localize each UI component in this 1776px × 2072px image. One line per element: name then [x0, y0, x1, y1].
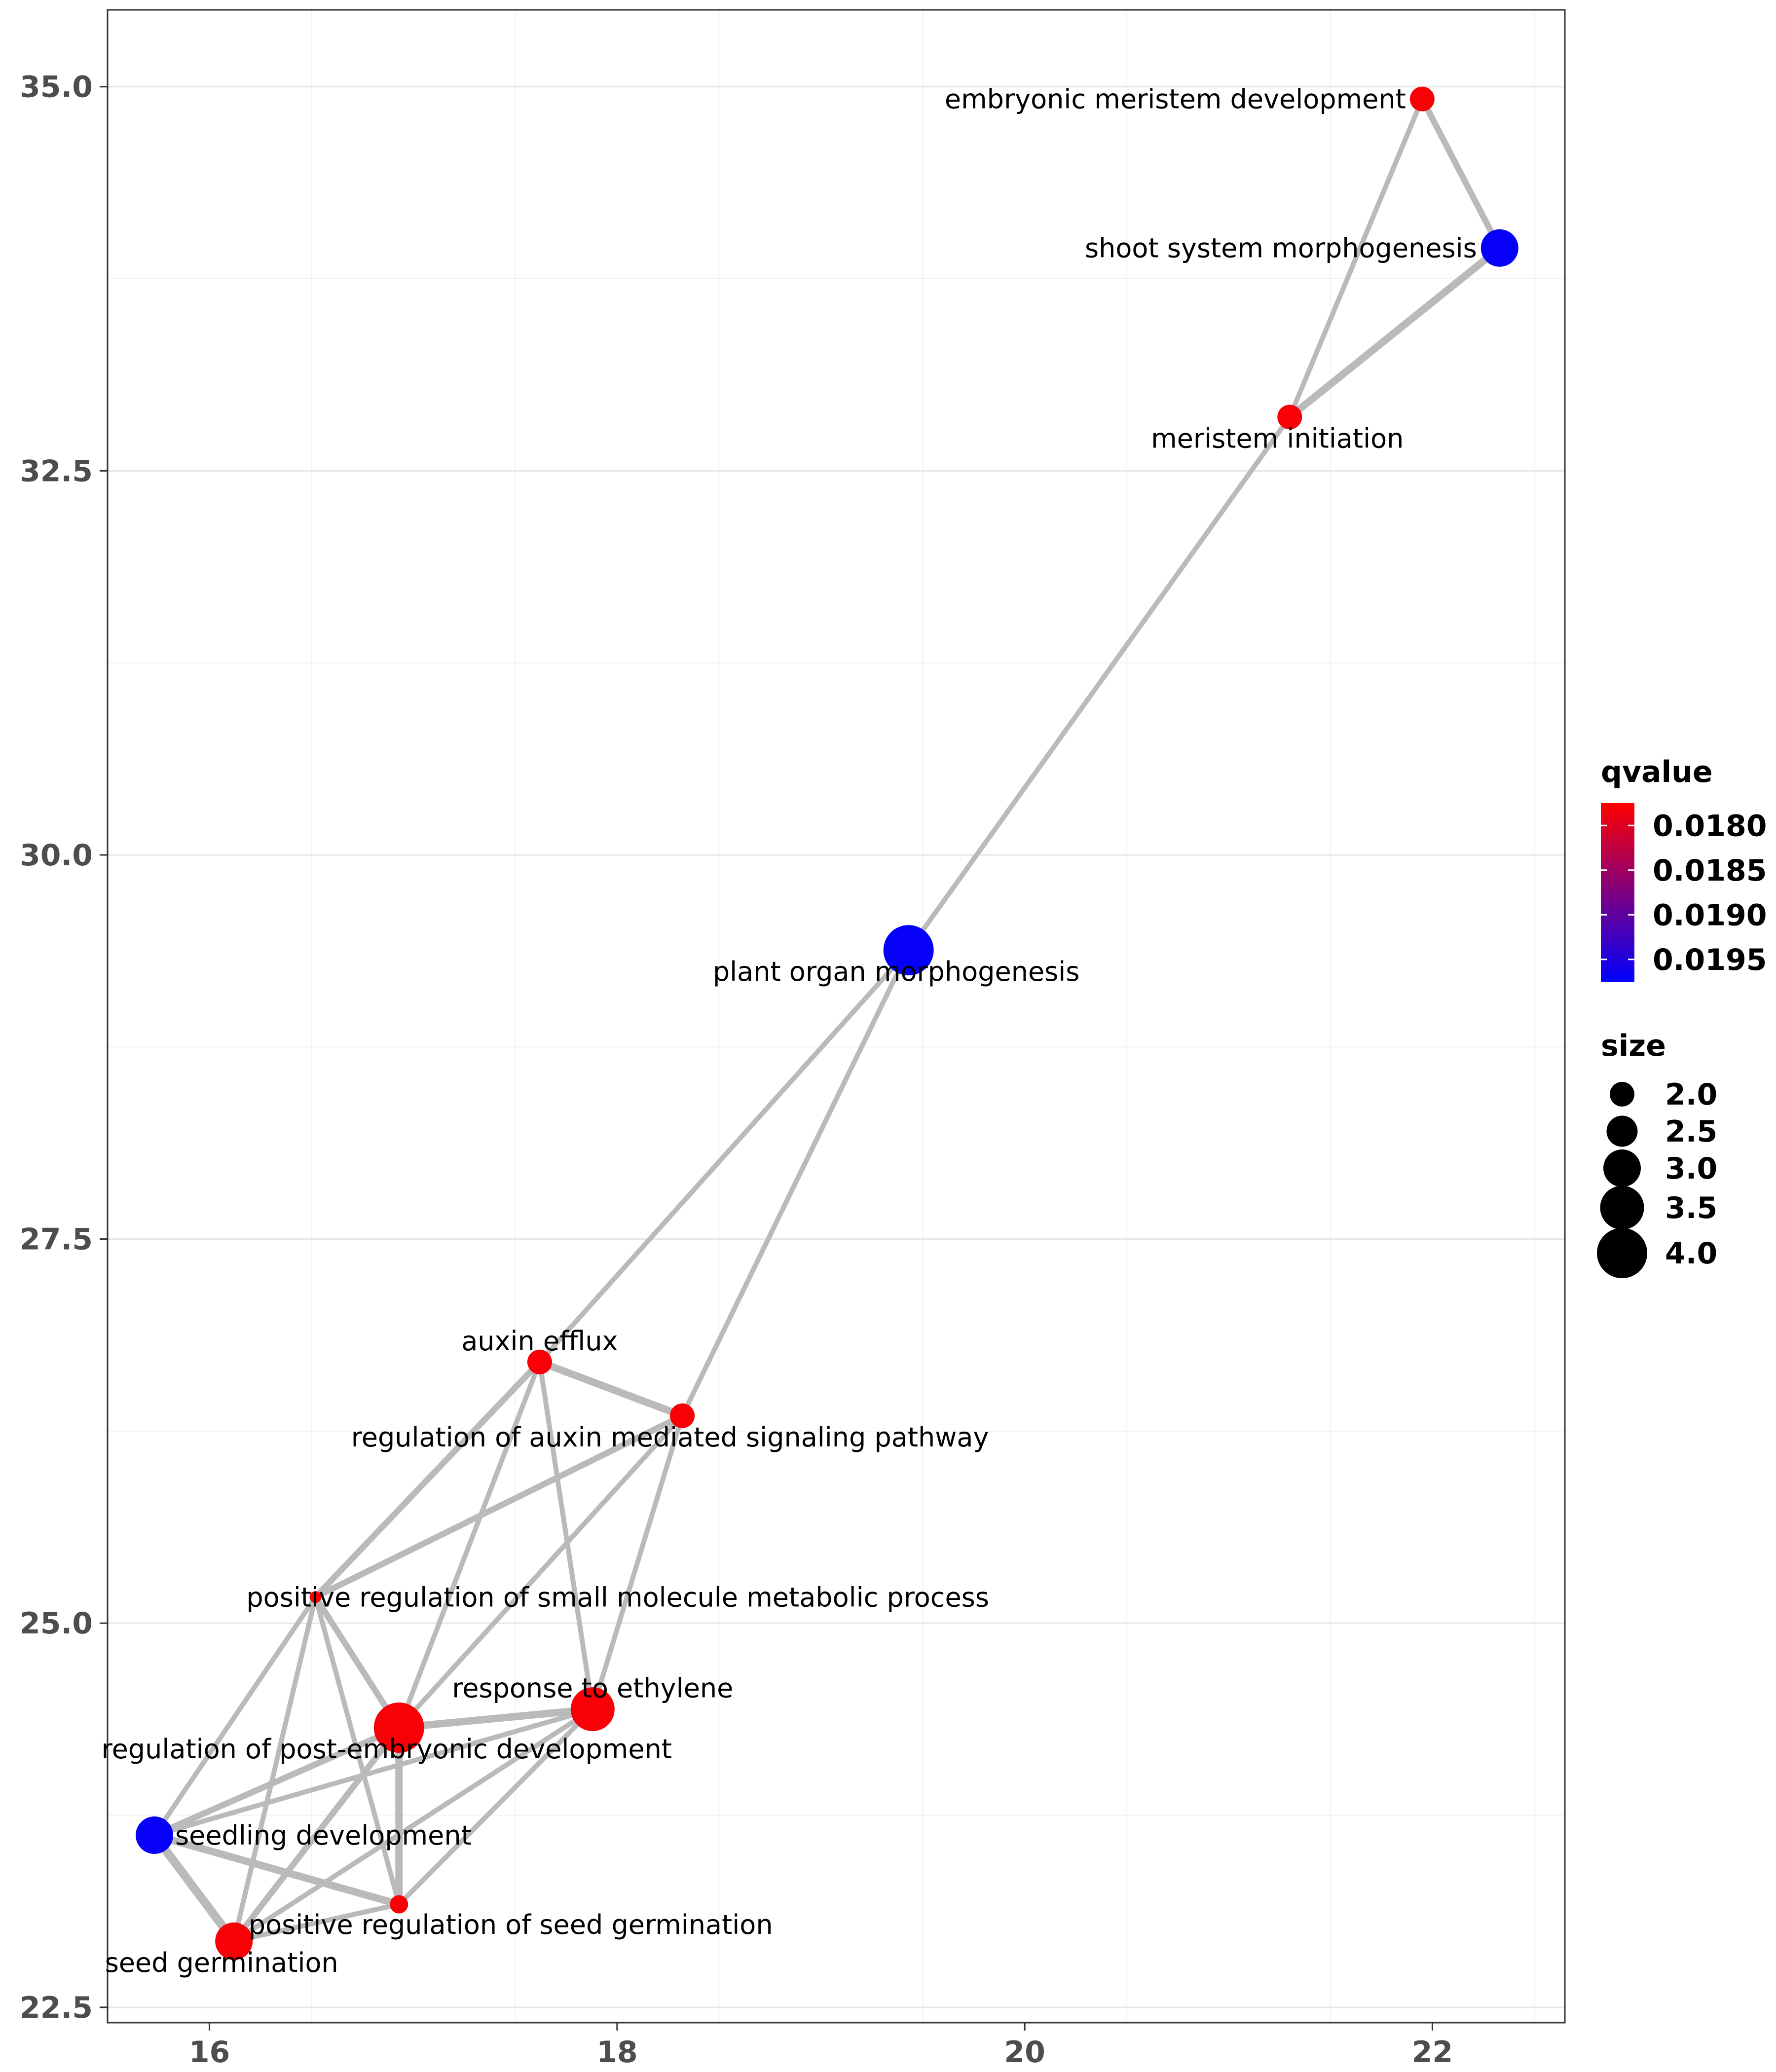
- y-tick-label: 32.5: [20, 454, 93, 488]
- edge-regaux-regpost: [396, 1413, 685, 1731]
- node-label-regpost: regulation of post-embryonic development: [102, 1734, 672, 1765]
- node-label-plant: plant organ morphogenesis: [713, 956, 1080, 987]
- node-shoot[interactable]: [1480, 229, 1518, 267]
- edge-posmol-posseed: [313, 1594, 402, 1907]
- size-legend-dot: [1610, 1082, 1634, 1107]
- edge-plant-auxeff: [537, 948, 911, 1365]
- edge-emb-shoot: [1419, 96, 1503, 251]
- node-seedgerm[interactable]: [215, 1922, 253, 1960]
- edge-auxeff-regpost: [396, 1359, 542, 1731]
- edge-shoot-merinit: [1286, 244, 1504, 421]
- edge-auxeff-regaux: [536, 1358, 686, 1420]
- node-label-seedling: seedling development: [175, 1820, 472, 1851]
- edge-resp-seedgerm: [231, 1706, 595, 1944]
- edge-layer: [150, 96, 1504, 1946]
- x-tick-label: 20: [1004, 2035, 1045, 2070]
- node-label-posmol: positive regulation of small molecule me…: [246, 1582, 989, 1613]
- qvalue-legend-label: 0.0190: [1653, 898, 1767, 932]
- edge-resp-posseed: [396, 1706, 595, 1907]
- edge-posmol-seedling: [152, 1594, 318, 1838]
- size-legend-dot: [1597, 1228, 1647, 1278]
- qvalue-legend-label: 0.0180: [1653, 809, 1767, 843]
- y-tick-label: 35.0: [20, 70, 93, 105]
- size-legend-label: 3.0: [1665, 1151, 1717, 1186]
- x-tick-label: 22: [1412, 2035, 1453, 2070]
- edge-plant-regaux: [680, 948, 911, 1418]
- node-label-posseed: positive regulation of seed germination: [249, 1909, 773, 1940]
- node-label-regaux: regulation of auxin mediated signaling p…: [351, 1422, 989, 1453]
- edge-regaux-resp: [590, 1413, 685, 1712]
- x-tick-label: 18: [596, 2035, 638, 2070]
- node-regpost[interactable]: [373, 1702, 424, 1753]
- node-resp[interactable]: [570, 1687, 615, 1732]
- axis-layer: 16 18 20 22 22.5 25.0 27.5 30.0 32.5 35.0: [20, 70, 1453, 2070]
- size-legend-label: 3.5: [1665, 1191, 1717, 1225]
- node-label-seedgerm: seed germination: [105, 1947, 338, 1978]
- node-label-merinit: meristem initiation: [1151, 423, 1404, 454]
- edge-seedling-seedgerm: [150, 1831, 238, 1946]
- node-label-resp: response to ethylene: [452, 1673, 733, 1704]
- size-legend-dot: [1606, 1115, 1638, 1147]
- qvalue-legend-label: 0.0195: [1653, 943, 1767, 977]
- node-layer: [136, 86, 1518, 1960]
- size-legend-title: size: [1601, 1029, 1666, 1063]
- edge-seedgerm-posseed: [231, 1902, 402, 1944]
- qvalue-legend-label: 0.0185: [1653, 853, 1767, 888]
- size-legend-dot: [1600, 1185, 1644, 1230]
- node-label-shoot: shoot system morphogenesis: [1085, 233, 1477, 264]
- size-legend-items: 2.02.53.0 3.5 4.0: [1597, 1077, 1717, 1278]
- node-posmol[interactable]: [309, 1591, 322, 1603]
- legend-layer: qvalue 0.0180 0.0185 0.0190 0.0195 size 2.0…: [1597, 755, 1767, 1278]
- edge-resp-seedling: [152, 1706, 595, 1838]
- label-layer: embryonic meristem development shoot syst…: [102, 84, 1477, 1978]
- node-regaux[interactable]: [670, 1403, 695, 1428]
- size-legend-label: 2.5: [1665, 1114, 1717, 1149]
- node-label-auxeff: auxin efflux: [461, 1326, 618, 1357]
- qvalue-legend-labels: 0.0180 0.0185 0.0190 0.0195: [1601, 809, 1767, 977]
- qvalue-legend-title: qvalue: [1601, 755, 1713, 789]
- y-tick-label: 30.0: [20, 838, 93, 873]
- grid-layer: [107, 10, 1565, 2023]
- edge-emb-merinit: [1287, 96, 1425, 420]
- node-label-emb: embryonic meristem development: [945, 84, 1406, 115]
- edge-regpost-seedling: [151, 1724, 403, 1839]
- edge-auxeff-posmol: [312, 1359, 543, 1600]
- edge-posmol-regpost: [312, 1594, 403, 1731]
- edge-posmol-seedgerm: [231, 1594, 318, 1944]
- node-emb[interactable]: [1409, 86, 1435, 111]
- y-tick-label: 25.0: [20, 1606, 93, 1641]
- node-plant[interactable]: [883, 925, 934, 976]
- y-tick-label: 27.5: [20, 1222, 93, 1257]
- y-tick-label: 22.5: [20, 1991, 93, 2025]
- edge-regaux-posmol: [312, 1412, 686, 1600]
- node-merinit[interactable]: [1277, 405, 1302, 430]
- qvalue-colorbar: [1601, 803, 1634, 982]
- edge-regpost-seedgerm: [230, 1724, 403, 1945]
- edge-seedling-posseed: [150, 1831, 403, 1908]
- panel-border: [107, 9, 1566, 2024]
- edge-auxeff-resp: [537, 1359, 595, 1712]
- size-legend-label: 4.0: [1665, 1236, 1717, 1271]
- node-posseed[interactable]: [390, 1895, 408, 1914]
- size-legend-label: 2.0: [1665, 1077, 1717, 1112]
- edge-merinit-plant: [906, 414, 1293, 953]
- node-seedling[interactable]: [136, 1816, 174, 1854]
- x-tick-label: 16: [189, 2035, 230, 2070]
- size-legend-dot: [1603, 1149, 1641, 1187]
- edge-regpost-resp: [395, 1705, 596, 1732]
- node-auxeff[interactable]: [527, 1349, 552, 1374]
